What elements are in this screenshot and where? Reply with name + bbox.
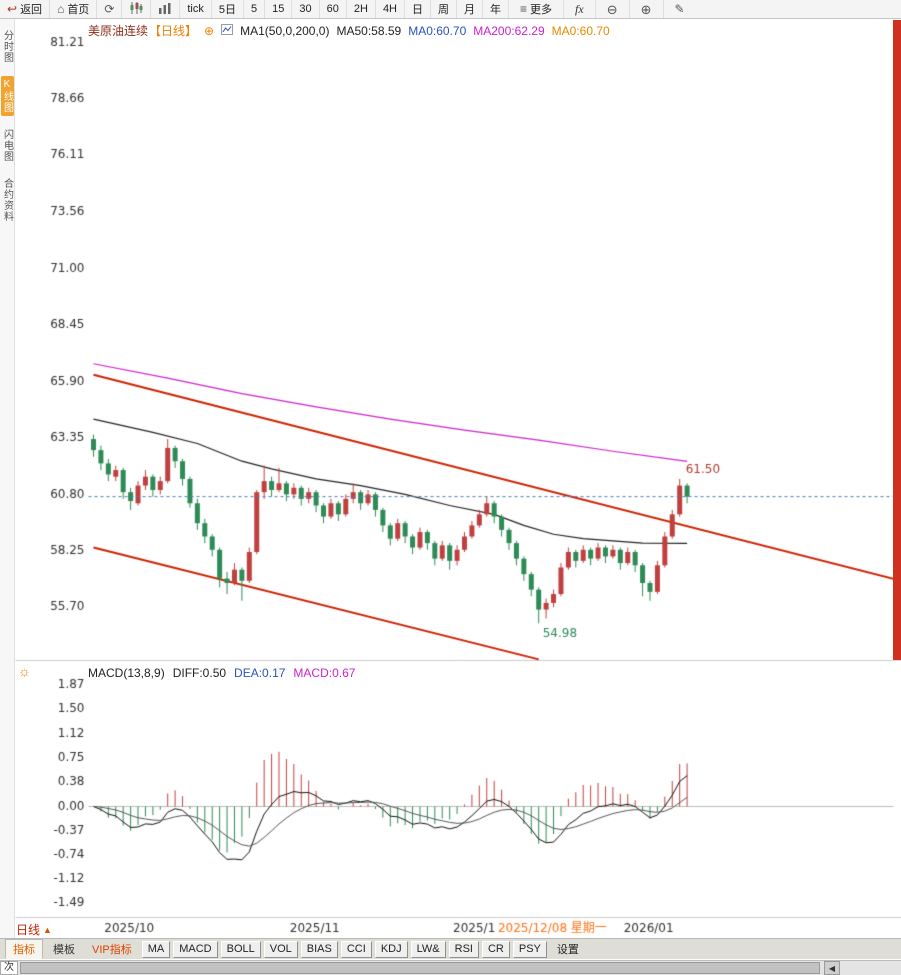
zoom-in-icon: ⊕ <box>640 1 652 17</box>
sidebar-item-flash[interactable]: 闪电图 <box>1 129 13 162</box>
macd-header: MACD(13,8,9) DIFF:0.50 DEA:0.17 MACD:0.6… <box>88 666 355 680</box>
period-label: 4H <box>382 3 397 15</box>
bar-chart-icon <box>158 2 172 16</box>
chart-type-bar-button[interactable] <box>151 0 181 18</box>
period-tag: 【日线】 <box>149 24 198 38</box>
period-label: 年 <box>490 4 501 16</box>
period-label: 5 <box>251 3 258 15</box>
sidebar-item-contract-info[interactable]: 合约资料 <box>1 178 13 222</box>
top-toolbar: ↩ 返回 ⌂ 首页 ⟳ tick 5日 5 15 30 60 2H 4H 日 周… <box>0 0 901 19</box>
period-button-week[interactable]: 周 <box>431 0 457 18</box>
period-button-year[interactable]: 年 <box>483 0 509 18</box>
indicator-button-boll[interactable]: BOLL <box>220 940 261 958</box>
period-button-60m[interactable]: 60 <box>320 0 347 18</box>
bottom-scrollbar: 次 ◀ <box>0 960 901 975</box>
ma200-value: MA200:62.29 <box>473 23 545 38</box>
ma50-value: MA50:58.59 <box>336 23 402 38</box>
indicator-button-rsi[interactable]: RSI <box>448 940 479 958</box>
indicator-button-kdj[interactable]: KDJ <box>374 940 408 958</box>
menu-icon: ≡ <box>520 2 528 16</box>
zoom-in-button[interactable]: ⊕ <box>630 0 664 18</box>
symbol-name: 美原油连续 <box>88 24 149 38</box>
period-button-5day[interactable]: 5日 <box>212 0 244 18</box>
ma-mini-chart-icon[interactable] <box>221 23 234 38</box>
scrollbar-handle[interactable] <box>20 962 820 974</box>
period-button-month[interactable]: 月 <box>457 0 483 18</box>
macd-macd-value: MACD:0.67 <box>293 666 356 680</box>
ma0-blue-value: MA0:60.70 <box>408 23 467 38</box>
add-indicator-icon[interactable]: ⊕ <box>204 23 215 38</box>
sidebar-item-timeshare[interactable]: 分时图 <box>1 30 13 63</box>
macd-dea-value: DEA:0.17 <box>234 666 286 680</box>
indicator-formula-button[interactable]: fx <box>564 0 596 18</box>
home-label: 首页 <box>67 4 90 16</box>
bottom-period-toggle[interactable]: 日线 ▲ <box>16 921 52 938</box>
bottom-period-label: 日线 <box>16 923 41 937</box>
five-day-label: 5日 <box>218 4 236 16</box>
period-button-day[interactable]: 日 <box>405 0 431 18</box>
indicator-button-ma[interactable]: MA <box>141 940 171 958</box>
period-button-5m[interactable]: 5 <box>244 0 266 18</box>
corner-label[interactable]: 次 <box>0 961 18 975</box>
period-label: 2H <box>353 3 368 15</box>
scroll-left-button[interactable]: ◀ <box>824 961 840 975</box>
indicator-button-cr[interactable]: CR <box>481 940 510 958</box>
zoom-out-button[interactable]: ⊖ <box>596 0 630 18</box>
ma0-orange-value: MA0:60.70 <box>551 23 610 38</box>
main-chart-header: 美原油连续 【日线】 ⊕ MA1(50,0,200,0) MA50:58.59 … <box>88 22 610 39</box>
indicator-button-cci[interactable]: CCI <box>340 940 372 958</box>
indicator-settings-icon[interactable]: ☼ <box>18 663 31 679</box>
macd-diff-value: DIFF:0.50 <box>172 666 227 680</box>
pencil-icon: ✎ <box>674 2 685 16</box>
draw-button[interactable]: ✎ <box>664 0 696 18</box>
period-label: 60 <box>326 3 339 15</box>
back-button[interactable]: ↩ 返回 <box>0 0 51 18</box>
period-label: 周 <box>438 4 449 16</box>
left-sidebar: 分时图 K线图 闪电图 合约资料 <box>0 19 15 938</box>
macd-title: MACD(13,8,9) <box>88 666 165 680</box>
triangle-up-icon: ▲ <box>43 924 52 935</box>
period-label: 日 <box>412 4 423 16</box>
tab-vip-indicators[interactable]: VIP指标 <box>92 944 132 956</box>
indicator-button-psy[interactable]: PSY <box>512 940 547 958</box>
indicator-button-lwr[interactable]: LW& <box>410 940 446 958</box>
period-button-15m[interactable]: 15 <box>265 0 293 18</box>
zoom-out-icon: ⊖ <box>606 1 618 17</box>
back-label: 返回 <box>20 4 43 16</box>
home-icon: ⌂ <box>57 2 65 16</box>
tab-templates[interactable]: 模板 <box>53 944 75 956</box>
right-scrollbar[interactable] <box>893 20 901 660</box>
more-label: 更多 <box>530 4 553 16</box>
sidebar-item-kline[interactable]: K线图 <box>0 76 14 116</box>
home-button[interactable]: ⌂ 首页 <box>50 0 98 18</box>
period-label: 月 <box>464 4 475 16</box>
ma-settings-label: MA1(50,0,200,0) <box>240 23 330 38</box>
back-icon: ↩ <box>7 2 18 16</box>
settings-button[interactable]: 设置 <box>556 944 579 956</box>
period-button-tick[interactable]: tick <box>180 0 212 18</box>
fx-icon: fx <box>575 1 584 16</box>
period-button-30m[interactable]: 30 <box>292 0 320 18</box>
period-button-2h[interactable]: 2H <box>347 0 376 18</box>
indicator-button-macd[interactable]: MACD <box>173 940 218 958</box>
refresh-button[interactable]: ⟳ <box>97 0 123 18</box>
kline-chart-icon <box>129 2 143 16</box>
indicator-tabbar: 指标 模板 VIP指标 MA MACD BOLL VOL BIAS CCI KD… <box>0 938 901 959</box>
tab-indicators[interactable]: 指标 <box>5 939 43 959</box>
indicator-button-bias[interactable]: BIAS <box>300 940 338 958</box>
refresh-icon: ⟳ <box>104 2 115 16</box>
more-button[interactable]: ≡ 更多 <box>509 0 565 18</box>
tick-label: tick <box>187 3 204 15</box>
period-label: 15 <box>272 3 285 15</box>
chart-type-kline-button[interactable] <box>122 0 152 18</box>
indicator-button-vol[interactable]: VOL <box>263 940 298 958</box>
chart-canvas[interactable] <box>0 0 901 940</box>
period-label: 30 <box>299 3 312 15</box>
period-button-4h[interactable]: 4H <box>376 0 405 18</box>
